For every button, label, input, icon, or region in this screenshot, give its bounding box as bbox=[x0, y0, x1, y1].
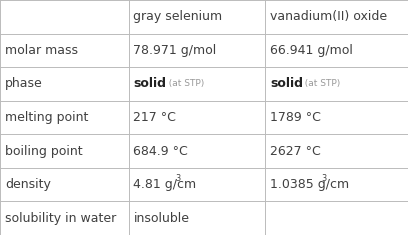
Text: 4.81 g/cm: 4.81 g/cm bbox=[133, 178, 197, 191]
Text: phase: phase bbox=[5, 77, 43, 90]
Text: solid: solid bbox=[270, 77, 303, 90]
Text: 217 °C: 217 °C bbox=[133, 111, 176, 124]
Text: molar mass: molar mass bbox=[5, 44, 78, 57]
Text: 1789 °C: 1789 °C bbox=[270, 111, 321, 124]
Text: solid: solid bbox=[133, 77, 166, 90]
Text: 3: 3 bbox=[175, 174, 181, 183]
Text: 2627 °C: 2627 °C bbox=[270, 145, 321, 158]
Text: boiling point: boiling point bbox=[5, 145, 82, 158]
Text: vanadium(II) oxide: vanadium(II) oxide bbox=[270, 10, 387, 23]
Text: solubility in water: solubility in water bbox=[5, 212, 116, 225]
Text: 3: 3 bbox=[322, 174, 327, 183]
Text: (at STP): (at STP) bbox=[299, 79, 341, 88]
Text: 684.9 °C: 684.9 °C bbox=[133, 145, 188, 158]
Text: melting point: melting point bbox=[5, 111, 88, 124]
Text: (at STP): (at STP) bbox=[163, 79, 204, 88]
Text: 1.0385 g/cm: 1.0385 g/cm bbox=[270, 178, 349, 191]
Text: gray selenium: gray selenium bbox=[133, 10, 222, 23]
Text: insoluble: insoluble bbox=[133, 212, 189, 225]
Text: 78.971 g/mol: 78.971 g/mol bbox=[133, 44, 217, 57]
Text: 66.941 g/mol: 66.941 g/mol bbox=[270, 44, 353, 57]
Text: density: density bbox=[5, 178, 51, 191]
